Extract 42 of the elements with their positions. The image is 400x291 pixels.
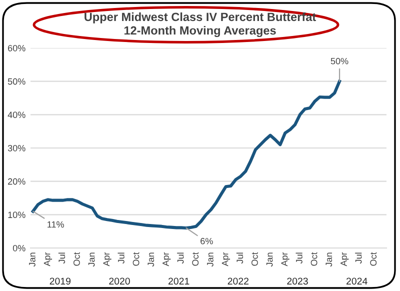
x-tick-label: Jul	[177, 252, 184, 264]
y-tick-label: 60%	[8, 44, 26, 52]
y-tick-label: 0%	[12, 244, 26, 252]
data-label: 11%	[48, 221, 64, 228]
data-label: 50%	[330, 58, 348, 64]
text: 2022	[228, 278, 248, 285]
x-tick-label: Jul	[236, 252, 244, 264]
x-tick-label: Oct	[252, 252, 258, 266]
x-tick-label: Apr	[162, 252, 171, 266]
text: 2020	[109, 278, 130, 285]
y-tick-label: 10%	[8, 212, 26, 218]
data-label: 6%	[200, 238, 213, 244]
y-tick-label: 30%	[8, 144, 26, 152]
y-tick-label: 20%	[8, 178, 26, 185]
x-tick-label: Jan	[29, 252, 36, 267]
y-tick-label: 40%	[8, 112, 26, 118]
line-series	[31, 80, 342, 230]
text: 2019	[50, 278, 71, 285]
x-tick-label: Jul	[296, 252, 302, 264]
x-tick-label: Apr	[44, 252, 52, 266]
x-tick-label: Apr	[281, 252, 290, 266]
chart-title: Upper Midwest Class IV Percent Butterfat 12-Month Moving Averages	[84, 12, 316, 38]
x-tick-label: Oct	[310, 252, 318, 266]
x-tick-label: Jan	[207, 252, 214, 267]
x-tick-label: Jan	[88, 252, 95, 267]
x-tick-label: Jul	[355, 252, 362, 264]
x-tick-label: Jan	[266, 252, 273, 267]
y-tick-label: 50%	[8, 78, 26, 85]
x-tick-label: Oct	[192, 252, 199, 266]
x-tick-label: Apr	[222, 252, 230, 266]
x-tick-label: Apr	[340, 252, 349, 266]
text: 2024	[346, 278, 368, 285]
x-tick-label: Oct	[132, 252, 140, 266]
x-tick-label: Oct	[74, 252, 80, 266]
x-tick-label: Jul	[118, 252, 124, 264]
x-tick-label: Jan	[326, 252, 332, 267]
x-tick-label: Jan	[148, 252, 154, 267]
text: 2021	[168, 278, 190, 285]
text: 2023	[287, 278, 308, 285]
x-tick-label: Apr	[103, 252, 112, 266]
x-tick-label: Oct	[370, 252, 377, 266]
x-tick-label: Jul	[58, 252, 66, 264]
